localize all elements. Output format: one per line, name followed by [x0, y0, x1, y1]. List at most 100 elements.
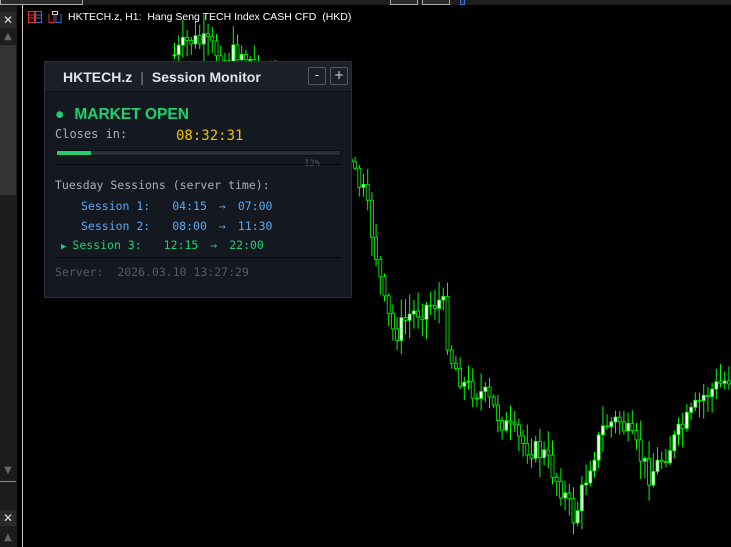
candle — [659, 451, 664, 469]
session-start: 04:15 — [172, 199, 207, 213]
candle-body — [664, 461, 668, 464]
candle-body — [445, 296, 450, 351]
candle — [605, 414, 609, 430]
candle — [546, 431, 551, 469]
toolbar-button[interactable] — [460, 0, 465, 5]
candle — [508, 405, 513, 441]
candle — [193, 21, 198, 49]
candle-body — [634, 430, 639, 441]
maximize-button[interactable]: + — [330, 67, 348, 85]
candle-body — [542, 449, 546, 459]
candle — [172, 42, 177, 60]
candle — [580, 476, 584, 530]
candle — [441, 287, 446, 311]
scrollbar-thumb[interactable] — [0, 45, 16, 195]
market-status: ● MARKET OPEN — [55, 106, 189, 124]
candle-body — [538, 441, 542, 459]
toolbar-button[interactable] — [0, 0, 83, 5]
session-marker-icon: ▶ — [61, 242, 67, 252]
candle — [399, 299, 404, 355]
candle-body — [176, 44, 181, 56]
candle-body — [462, 381, 467, 387]
candle — [189, 37, 194, 55]
toolbar-button[interactable] — [422, 0, 450, 5]
status-dot-icon: ● — [55, 106, 65, 123]
chart-menu-icon[interactable] — [28, 11, 42, 23]
candle-body — [365, 183, 370, 201]
candle — [491, 394, 496, 409]
candle-body — [416, 310, 421, 318]
candle — [512, 411, 517, 432]
divider — [56, 164, 341, 165]
candle-body — [706, 394, 710, 397]
countdown-timer: 08:32:31 — [176, 128, 244, 144]
candle-body — [491, 396, 496, 406]
session-end: 11:30 — [237, 218, 273, 233]
session-row: Session 1: 04:15 → 07:00 — [81, 199, 284, 213]
candle — [697, 392, 702, 418]
candle — [483, 382, 488, 403]
session-name: Session 2: — [81, 218, 151, 233]
minimize-button[interactable]: - — [308, 67, 326, 85]
candle-body — [378, 258, 383, 278]
candle — [357, 164, 362, 197]
server-time: 2026.03.10 13:27:29 — [117, 265, 249, 279]
session-row: Session 2: 08:00 → 11:30 — [81, 219, 284, 233]
close-icon[interactable]: ✕ — [0, 510, 16, 526]
candle-body — [668, 450, 672, 464]
closes-in-label: Closes in: — [55, 127, 128, 141]
chart-sync-icon[interactable] — [48, 11, 62, 23]
scroll-up-icon[interactable]: ▲ — [4, 532, 12, 543]
candle — [584, 464, 588, 496]
candle-body — [193, 35, 198, 45]
candle-body — [580, 484, 584, 512]
candle-body — [605, 425, 609, 428]
candle-body — [432, 305, 437, 309]
candle-body — [386, 295, 391, 314]
candle-body — [655, 459, 660, 472]
scroll-down-icon[interactable]: ▼ — [4, 465, 12, 476]
candle-body — [685, 411, 689, 429]
candle-body — [495, 404, 500, 421]
session-end: 22:00 — [229, 238, 264, 252]
candle-body — [206, 33, 211, 37]
candle-body — [395, 328, 400, 341]
candle-body — [243, 54, 248, 61]
candle-body — [588, 470, 593, 484]
candle — [180, 19, 185, 58]
progress-fill — [57, 151, 91, 155]
candle — [353, 156, 358, 171]
candle-body — [214, 40, 219, 57]
session-start: 08:00 — [172, 218, 207, 233]
session-row: ▶ Session 3: 12:15 → 22:00 — [61, 238, 276, 252]
candle — [214, 33, 219, 61]
candle — [563, 480, 567, 511]
candle — [672, 430, 677, 459]
panel-header[interactable]: HKTECH.z | Session Monitor - + — [45, 62, 351, 92]
candle — [369, 192, 374, 256]
candle-body — [592, 459, 597, 472]
candle-body — [701, 394, 706, 401]
candle — [533, 435, 538, 463]
candle-body — [647, 458, 651, 486]
candle-body — [474, 397, 479, 400]
candle — [622, 411, 626, 435]
candle — [685, 404, 689, 432]
candle-body — [353, 161, 358, 169]
candle — [206, 23, 211, 56]
panel-title-text: Session Monitor — [151, 69, 261, 85]
candle — [445, 282, 450, 355]
toolbar-button[interactable] — [390, 0, 418, 5]
candle-body — [659, 459, 664, 463]
candle-body — [508, 420, 513, 424]
close-icon[interactable]: ✕ — [0, 12, 16, 28]
candle — [668, 435, 672, 466]
candle — [596, 431, 601, 469]
candle-body — [374, 236, 379, 260]
divider — [0, 481, 16, 482]
candle — [521, 429, 526, 457]
candle — [428, 291, 433, 315]
divider — [56, 257, 341, 258]
scroll-up-icon[interactable]: ▲ — [4, 31, 12, 42]
candle-body — [248, 59, 253, 61]
